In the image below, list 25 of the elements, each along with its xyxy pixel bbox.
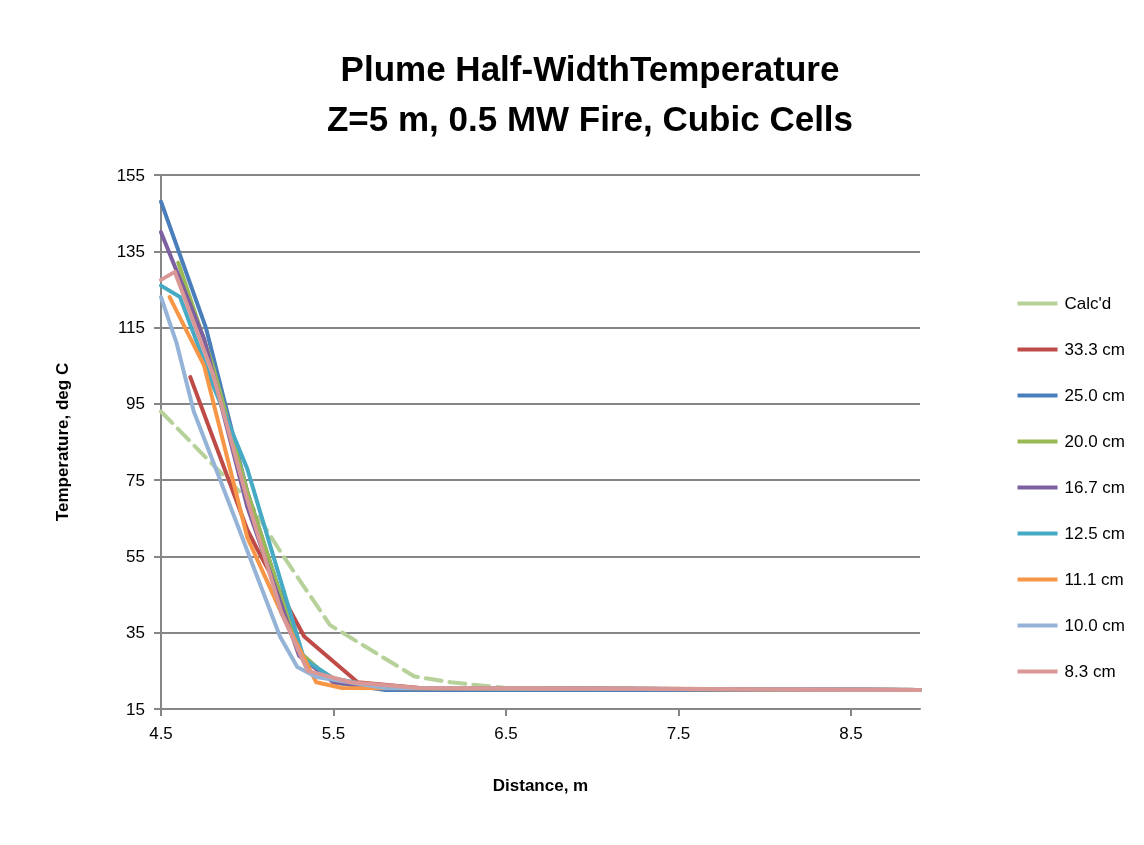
legend-label: 25.0 cm: [1064, 386, 1126, 405]
y-tick-label: 115: [117, 318, 145, 338]
x-tick-label: 6.5: [494, 724, 518, 743]
x-tick-label: 5.5: [321, 724, 346, 743]
x-tick-label: 7.5: [666, 724, 691, 743]
chart-title: Plume Half-WidthTemperature Z=5 m, 0.5 MW Fire, Cubic Cells: [326, 48, 854, 138]
legend-label: 12.5 cm: [1064, 524, 1126, 543]
x-tick-label: 8.5: [839, 724, 863, 743]
legend-label: 11.1 cm: [1064, 570, 1124, 589]
y-tick-label: 75: [126, 470, 145, 490]
x-tick-label: 4.5: [149, 724, 173, 743]
y-axis-title: Temperature, deg C: [53, 362, 72, 522]
legend-label: 33.3 cm: [1064, 340, 1126, 359]
y-tick-label: 135: [116, 241, 145, 261]
x-axis-title: Distance, m: [492, 776, 589, 795]
legend-label: 20.0 cm: [1064, 432, 1126, 451]
legend-label: 10.0 cm: [1064, 616, 1126, 635]
y-tick-label: 35: [126, 623, 145, 643]
legend-label: 16.7 cm: [1064, 478, 1126, 497]
y-tick-label: 155: [116, 165, 145, 185]
y-tick-label: 15: [126, 699, 145, 719]
legend-label: Calc'd: [1064, 294, 1112, 313]
y-tick-label: 55: [126, 546, 145, 566]
legend-label: 8.3 cm: [1064, 662, 1116, 681]
y-tick-label: 95: [126, 394, 145, 414]
